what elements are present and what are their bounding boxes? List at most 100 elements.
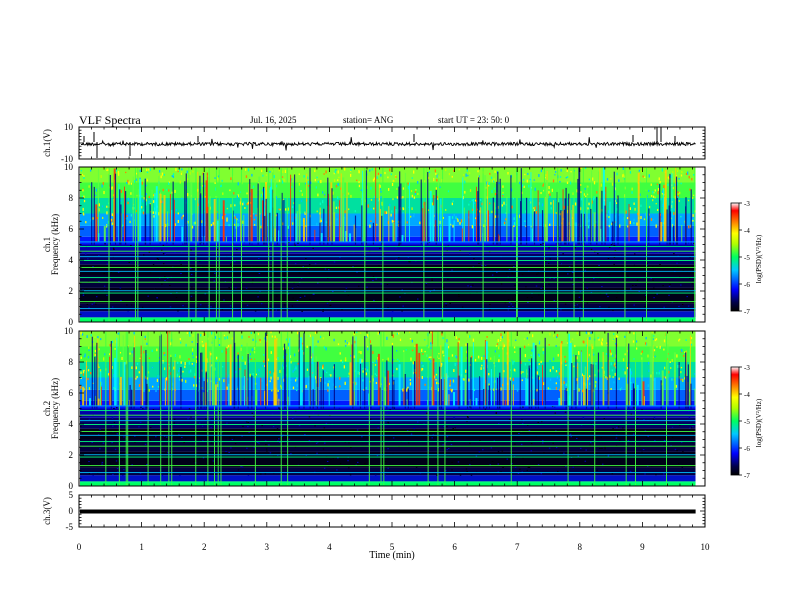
dark-streak: [247, 353, 249, 409]
spectrogram-speckle: [322, 364, 324, 368]
spectrogram-speckle: [115, 340, 117, 344]
spectrogram-speckle: [215, 356, 218, 360]
sferic-streak: [562, 355, 564, 406]
spectrogram-speckle: [478, 175, 481, 177]
spectrogram-speckle: [442, 305, 445, 307]
spectrogram-speckle: [152, 247, 154, 249]
spectrogram-speckle: [181, 197, 183, 200]
spectrogram-speckle: [674, 183, 676, 187]
spectrogram-speckle: [547, 387, 549, 390]
spectrogram-speckle: [308, 264, 311, 266]
spectrogram-speckle: [356, 429, 359, 431]
spectrogram-speckle: [652, 199, 654, 202]
spectrogram-speckle: [285, 353, 288, 356]
spectrogram-speckle: [566, 181, 569, 184]
sferic-streak: [140, 345, 142, 406]
spectrogram-speckle: [477, 355, 480, 359]
spectrogram-speckle: [366, 406, 368, 408]
spectrogram-speckle: [370, 220, 372, 222]
spectrogram-speckle: [317, 282, 319, 284]
spectrogram-speckle: [512, 377, 514, 382]
spectrogram-speckle: [315, 442, 318, 444]
spectrogram-speckle: [447, 448, 450, 450]
spectrogram-speckle: [233, 214, 235, 217]
spectrogram-speckle: [304, 211, 306, 215]
sferic-streak: [667, 344, 669, 406]
narrowband-line: [80, 405, 696, 407]
spectrogram-speckle: [284, 208, 287, 211]
spectrogram-speckle: [487, 386, 489, 390]
spectrogram-speckle: [112, 473, 114, 475]
spectrogram-speckle: [181, 243, 184, 245]
spectrogram-speckle: [221, 309, 224, 311]
spectrogram-speckle: [113, 408, 115, 410]
spectrogram-speckle: [251, 412, 254, 414]
spectrogram-speckle: [98, 348, 100, 351]
spectrogram-speckle: [293, 368, 296, 371]
spectrogram-speckle: [624, 353, 626, 356]
spectrogram-speckle: [469, 406, 471, 408]
spectrogram-speckle: [287, 347, 290, 350]
spectrogram-speckle: [680, 378, 682, 381]
spectrogram-speckle: [196, 359, 198, 363]
spectrogram-speckle: [296, 331, 299, 335]
spectrogram-speckle: [446, 339, 448, 343]
spectrogram-speckle: [599, 306, 601, 308]
spectrogram-speckle: [642, 449, 645, 451]
narrowband-line: [80, 434, 696, 436]
spectrogram-speckle: [244, 266, 246, 268]
spectrogram-speckle: [372, 178, 375, 182]
spectrogram-speckle: [171, 191, 173, 194]
spectrogram-speckle: [320, 218, 323, 221]
x-tick-label: 9: [640, 542, 645, 552]
spectrogram-speckle: [94, 336, 96, 339]
dark-streak: [690, 383, 692, 409]
spectrogram-speckle: [234, 216, 236, 219]
spectrogram-speckle: [515, 339, 517, 342]
spectrogram-speckle: [121, 224, 124, 227]
spectrogram-speckle: [430, 342, 432, 345]
spectrogram-speckle: [611, 473, 614, 475]
spectrogram-speckle: [111, 219, 113, 222]
sferic-streak: [379, 208, 381, 242]
spectrogram-speckle: [668, 370, 670, 374]
spectrogram-speckle: [644, 296, 647, 298]
dark-streak: [364, 336, 366, 409]
spectrogram-speckle: [162, 263, 165, 265]
broadband-line: [213, 332, 215, 485]
spectrogram-speckle: [524, 220, 526, 223]
spectrogram-speckle: [502, 191, 504, 194]
dark-streak: [359, 363, 362, 409]
spectrogram-speckle: [402, 212, 404, 214]
spectrogram-speckle: [336, 218, 338, 221]
spectrogram-speckle: [490, 357, 492, 360]
spectrogram-speckle: [411, 349, 414, 352]
spectrogram-speckle: [269, 170, 271, 173]
spectrogram-speckle: [164, 276, 166, 278]
sferic-streak: [298, 204, 301, 242]
broadband-line: [118, 332, 120, 485]
spectrogram-speckle: [605, 454, 607, 456]
spectrogram-speckle: [120, 189, 123, 193]
sferic-streak: [649, 346, 651, 406]
spectrogram-speckle: [494, 170, 496, 174]
sferic-streak: [537, 190, 539, 242]
spectrogram-speckle: [191, 348, 194, 352]
spectrogram-speckle: [441, 447, 443, 449]
spectrogram-speckle: [566, 388, 568, 391]
spectrogram-speckle: [242, 202, 244, 206]
spectrogram-speckle: [578, 352, 580, 355]
spectrogram-speckle: [513, 265, 515, 267]
spectrogram-speckle: [142, 254, 145, 256]
spectrogram-speckle: [506, 272, 508, 274]
spectrogram-speckle: [689, 277, 691, 279]
spectrogram-speckle: [287, 310, 290, 312]
spectrogram-speckle: [181, 216, 183, 220]
sferic-streak: [139, 179, 142, 242]
spectrogram-speckle: [182, 214, 184, 217]
spectrogram-band: [80, 475, 696, 482]
spectrogram-speckle: [187, 300, 189, 302]
spectrogram-speckle: [149, 439, 152, 441]
spectrogram-band: [80, 408, 696, 418]
spectrogram-speckle: [226, 336, 229, 339]
